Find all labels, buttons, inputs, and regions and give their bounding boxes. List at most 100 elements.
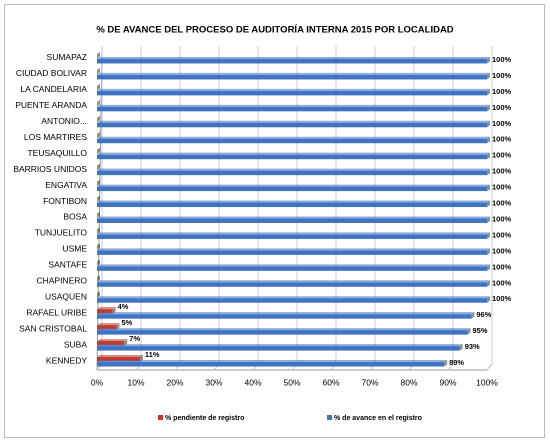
bar-side (487, 104, 490, 112)
bar (97, 325, 117, 330)
bar-top (97, 72, 490, 75)
bar-side (97, 99, 100, 107)
bar-side (97, 211, 100, 218)
x-tick-label: 50% (283, 377, 300, 387)
bar (97, 138, 487, 144)
data-label: 100% (492, 278, 512, 287)
bar-side (459, 344, 463, 351)
data-label: 96% (476, 310, 491, 319)
bar-side (139, 355, 143, 362)
bar-top (97, 232, 490, 235)
y-tick-label: CHAPINERO (36, 276, 87, 286)
bar (97, 298, 487, 303)
x-tick-label: 30% (205, 377, 222, 387)
bar-side (97, 147, 100, 155)
data-label: 100% (492, 294, 512, 303)
x-tick-label: 40% (244, 377, 261, 387)
bar-side (487, 200, 490, 208)
bar-top (97, 200, 490, 203)
bar (97, 234, 487, 239)
bar-side (487, 88, 490, 96)
bar-side (97, 51, 100, 59)
y-tick-label: TUNJUELITO (35, 228, 88, 238)
bar (97, 202, 487, 208)
data-label: 100% (492, 151, 512, 160)
bar-side (487, 168, 490, 176)
data-label: 95% (473, 326, 488, 335)
x-tick-label: 90% (439, 377, 456, 387)
bar-side (487, 232, 490, 239)
data-label: 100% (492, 214, 512, 223)
bar-side (487, 136, 490, 144)
legend-swatch (158, 415, 163, 420)
data-label: 100% (492, 119, 512, 128)
y-tick-label: LA CANDELARIA (20, 84, 87, 94)
bar-side (471, 312, 475, 319)
data-label: 100% (492, 183, 512, 192)
x-tick (486, 363, 493, 371)
bar (97, 266, 487, 271)
x-tick-label: 0% (91, 377, 104, 387)
bar-side (487, 296, 490, 303)
bar-side (97, 131, 100, 139)
y-tick-label: CIUDAD BOLIVAR (16, 68, 87, 78)
bar-side (112, 307, 116, 314)
bar (97, 170, 487, 176)
bar (97, 218, 487, 223)
bar-side (97, 115, 100, 123)
y-tick-label: LOS MARTIRES (24, 132, 87, 142)
bar (97, 250, 487, 255)
y-tick-label: USAQUEN (45, 291, 87, 301)
bar-side (97, 291, 100, 298)
bar-side (487, 120, 490, 128)
bar (97, 186, 487, 192)
bar-top (97, 355, 143, 358)
y-tick-label: RAFAEL URIBE (26, 307, 87, 317)
data-label: 100% (492, 199, 512, 208)
legend-label: % pendiente de registro (165, 415, 244, 422)
bar (97, 90, 487, 96)
y-tick-label: SUMAPAZ (47, 52, 87, 62)
bar-top (97, 328, 471, 331)
data-label: 7% (129, 334, 140, 343)
y-tick-label: SUBA (64, 339, 87, 349)
bar (97, 362, 445, 367)
y-tick-label: ANTONIO... (41, 116, 87, 126)
bar-top (97, 184, 490, 187)
bar-side (97, 179, 100, 187)
bar (97, 282, 487, 287)
bar-top (97, 312, 475, 315)
data-label: 100% (492, 55, 512, 64)
y-tick-label: SAN CRISTOBAL (19, 323, 87, 333)
data-label: 5% (122, 318, 133, 327)
bar (97, 309, 113, 314)
bar-top (97, 339, 128, 342)
bar-side (97, 275, 100, 282)
data-label: 11% (145, 350, 160, 359)
bar-side (97, 195, 100, 203)
bar (97, 122, 487, 128)
bar-top (97, 307, 116, 310)
bar-top (97, 168, 490, 171)
data-label: 100% (492, 135, 512, 144)
bar-top (97, 264, 490, 267)
y-tick-label: SANTAFE (48, 260, 87, 270)
bar-side (97, 227, 100, 234)
bar-side (487, 264, 490, 271)
bar-side (487, 248, 490, 255)
bar-side (467, 328, 471, 335)
data-label: 89% (449, 358, 464, 367)
y-tick-label: BOSA (63, 212, 87, 222)
bar-side (487, 216, 490, 223)
bar-top (97, 56, 490, 59)
bar-top (97, 248, 490, 251)
x-tick-label: 100% (476, 377, 498, 387)
data-label: 100% (492, 246, 512, 255)
data-label: 100% (492, 262, 512, 271)
data-label: 93% (465, 342, 480, 351)
data-label: 100% (492, 71, 512, 80)
bar-top (97, 136, 490, 139)
y-tick-label: KENNEDY (46, 355, 87, 365)
bar-side (487, 184, 490, 192)
